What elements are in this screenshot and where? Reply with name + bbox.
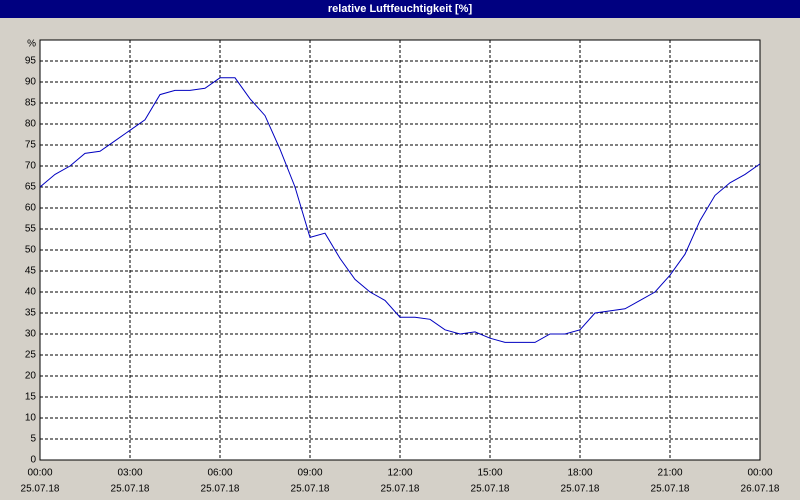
title-bar (0, 0, 800, 18)
x-tick-label: 00:00 (27, 468, 52, 479)
y-tick-label: 5 (30, 434, 36, 445)
x-tick-date: 25.07.18 (651, 484, 690, 495)
y-tick-label: 85 (25, 98, 37, 109)
y-tick-label: 75 (25, 140, 37, 151)
x-tick-date: 25.07.18 (201, 484, 240, 495)
y-tick-label: 45 (25, 266, 37, 277)
y-tick-label: 70 (25, 161, 37, 172)
y-tick-label: 20 (25, 371, 37, 382)
x-tick-date: 25.07.18 (111, 484, 150, 495)
x-tick-date: 25.07.18 (471, 484, 510, 495)
x-tick-label: 21:00 (657, 468, 682, 479)
x-tick-date: 26.07.18 (741, 484, 780, 495)
y-tick-label: 95 (25, 56, 37, 67)
x-tick-label: 18:00 (567, 468, 592, 479)
x-tick-label: 03:00 (117, 468, 142, 479)
y-tick-label: 50 (25, 245, 37, 256)
chart-title: relative Luftfeuchtigkeit [%] (328, 3, 473, 15)
x-tick-date: 25.07.18 (291, 484, 330, 495)
y-tick-label: 15 (25, 392, 37, 403)
y-tick-label: 40 (25, 287, 37, 298)
y-tick-label: 90 (25, 77, 37, 88)
y-tick-label: 25 (25, 350, 37, 361)
x-tick-label: 00:00 (747, 468, 772, 479)
y-tick-label: 35 (25, 308, 37, 319)
y-tick-label: 55 (25, 224, 37, 235)
x-tick-label: 09:00 (297, 468, 322, 479)
x-tick-label: 15:00 (477, 468, 502, 479)
plot-frame (39, 39, 761, 461)
x-tick-label: 06:00 (207, 468, 232, 479)
y-tick-label: 10 (25, 413, 37, 424)
y-tick-label: 80 (25, 119, 37, 130)
y-axis-label: % (27, 39, 36, 50)
x-tick-date: 25.07.18 (21, 484, 60, 495)
y-tick-label: 60 (25, 203, 37, 214)
x-tick-date: 25.07.18 (381, 484, 420, 495)
y-tick-label: 65 (25, 182, 37, 193)
data-line (39, 77, 761, 343)
y-tick-label: 0 (30, 455, 36, 466)
y-tick-label: 30 (25, 329, 37, 340)
x-tick-label: 12:00 (387, 468, 412, 479)
x-tick-date: 25.07.18 (561, 484, 600, 495)
